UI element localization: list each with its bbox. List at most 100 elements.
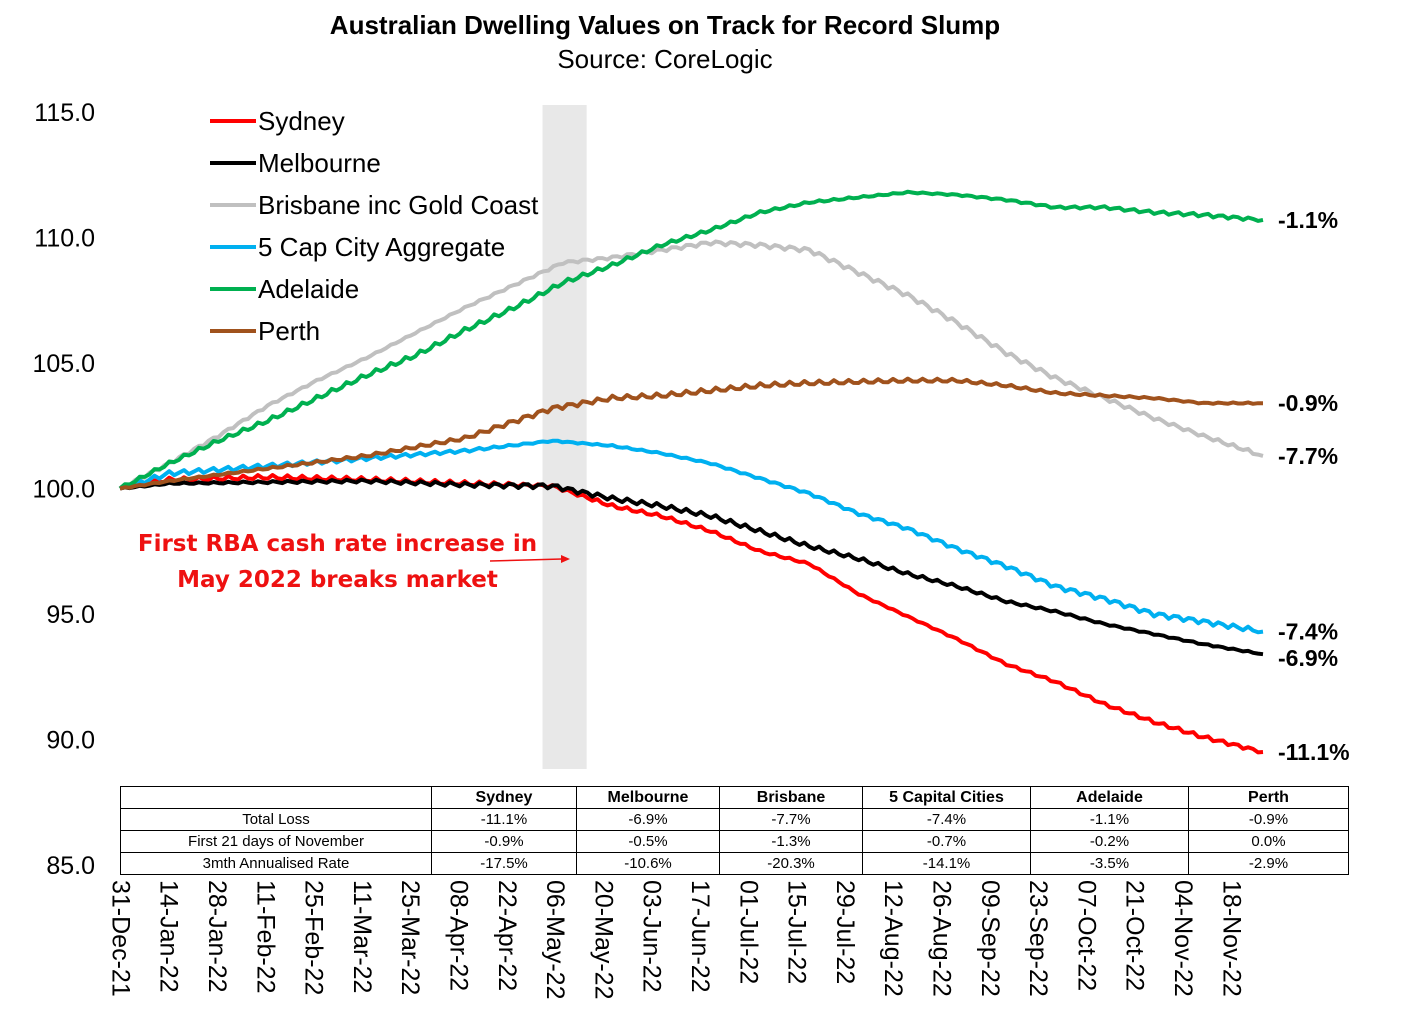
table-header-cell: Perth [1188, 786, 1349, 809]
y-axis: 115.0 110.0 105.0 100.0 95.0 90.0 85.0 [32, 99, 95, 880]
table-cell: -17.5% [431, 852, 577, 875]
table-cell: 0.0% [1188, 830, 1349, 853]
legend: Sydney Melbourne Brisbane inc Gold Coast 5 … [210, 100, 538, 352]
x-tick-label: 26-Aug-22 [927, 880, 955, 997]
series-line-melbourne [119, 477, 1264, 657]
annotation-line-1: First RBA cash rate increase in [137, 531, 538, 557]
series-line-brisbane-inc-gold-coast [118, 239, 1264, 491]
table-cell: -0.9% [431, 830, 577, 853]
legend-swatch [210, 119, 256, 123]
x-tick-label: 31-Dec-21 [106, 880, 134, 997]
x-tick-label: 20-May-22 [589, 880, 617, 1000]
x-tick-label: 29-Jul-22 [831, 880, 859, 984]
table-row: First 21 days of November -0.9% -0.5% -1… [120, 830, 1349, 853]
table-cell: -2.9% [1188, 852, 1349, 875]
table-cell: -1.3% [719, 830, 863, 853]
series-line-sydney [119, 473, 1264, 755]
table-cell: -0.9% [1188, 808, 1349, 831]
x-tick-label: 07-Oct-22 [1072, 880, 1100, 991]
table-cell: -20.3% [719, 852, 863, 875]
legend-item: Perth [210, 310, 538, 352]
annotation-arrow [489, 555, 570, 563]
legend-swatch [210, 245, 256, 249]
y-tick-label: 85.0 [46, 852, 95, 880]
table-cell: -6.9% [576, 808, 720, 831]
x-tick-label: 06-May-22 [541, 880, 569, 1000]
table-cell: -0.5% [576, 830, 720, 853]
table-cell: -14.1% [862, 852, 1031, 875]
x-tick-label: 01-Jul-22 [734, 880, 762, 984]
shaded-period [542, 105, 587, 769]
x-tick-label: 04-Nov-22 [1169, 880, 1197, 997]
chart-title: Australian Dwelling Values on Track for … [329, 10, 1001, 40]
legend-item: Melbourne [210, 142, 538, 184]
x-axis: 31-Dec-21 14-Jan-22 28-Jan-22 11-Feb-22 25-F… [106, 880, 1245, 1000]
legend-label: Adelaide [258, 273, 360, 304]
y-tick-label: 90.0 [46, 727, 95, 755]
legend-swatch [210, 329, 256, 333]
end-labels: -11.1% -6.9% -7.7% -7.4% -1.1% -0.9% [1278, 207, 1350, 765]
legend-item: Sydney [210, 100, 538, 142]
table-row: 3mth Annualised Rate -17.5% -10.6% -20.3… [120, 852, 1349, 875]
x-tick-label: 18-Nov-22 [1217, 880, 1245, 997]
y-tick-label: 105.0 [32, 350, 95, 378]
legend-item: Adelaide [210, 268, 538, 310]
x-tick-label: 25-Mar-22 [396, 880, 424, 995]
x-tick-label: 23-Sep-22 [1024, 880, 1052, 997]
legend-swatch [210, 203, 256, 207]
x-tick-label: 21-Oct-22 [1121, 880, 1149, 991]
x-tick-label: 11-Mar-22 [348, 880, 376, 993]
series-layer [118, 189, 1264, 755]
series-line-adelaide [118, 189, 1264, 491]
x-tick-label: 11-Feb-22 [251, 880, 279, 994]
legend-label: Sydney [258, 105, 345, 136]
table-cell: -0.2% [1030, 830, 1189, 853]
table-cell: 3mth Annualised Rate [120, 852, 432, 875]
y-tick-label: 115.0 [34, 99, 95, 127]
table-header-cell: Melbourne [576, 786, 720, 809]
x-tick-label: 15-Jul-22 [783, 880, 811, 984]
y-tick-label: 100.0 [32, 476, 95, 504]
series-end-label: -6.9% [1278, 645, 1338, 671]
table-header-row: Sydney Melbourne Brisbane 5 Capital Citi… [120, 786, 1349, 809]
series-end-label: -7.4% [1278, 619, 1338, 645]
table-cell: -3.5% [1030, 852, 1189, 875]
series-end-label: -11.1% [1278, 739, 1350, 765]
y-tick-label: 95.0 [46, 601, 95, 629]
table-header-cell: Adelaide [1030, 786, 1189, 809]
series-end-label: -7.7% [1278, 443, 1338, 469]
series-end-label: -0.9% [1278, 390, 1338, 416]
x-tick-label: 25-Feb-22 [300, 880, 328, 995]
table-header-cell: Sydney [431, 786, 577, 809]
table-header-cell: 5 Capital Cities [862, 786, 1031, 809]
legend-swatch [210, 287, 256, 291]
table-cell: First 21 days of November [120, 830, 432, 853]
x-tick-label: 12-Aug-22 [879, 880, 907, 997]
table-header-cell: Brisbane [719, 786, 863, 809]
x-tick-label: 03-Jun-22 [638, 880, 666, 993]
x-tick-label: 09-Sep-22 [976, 880, 1004, 997]
legend-label: Perth [258, 315, 321, 346]
series-line-perth [119, 376, 1263, 491]
table-cell: -10.6% [576, 852, 720, 875]
x-tick-label: 28-Jan-22 [203, 880, 231, 993]
table-cell: -11.1% [431, 808, 577, 831]
table-cell: -1.1% [1030, 808, 1189, 831]
legend-label: Brisbane inc Gold Coast [258, 189, 539, 220]
summary-table: Sydney Melbourne Brisbane 5 Capital Citi… [120, 786, 1349, 875]
legend-swatch [210, 161, 256, 165]
table-cell: Total Loss [120, 808, 432, 831]
series-end-label: -1.1% [1278, 207, 1338, 233]
x-tick-label: 22-Apr-22 [493, 880, 521, 991]
x-tick-label: 08-Apr-22 [444, 880, 472, 991]
table-cell: -7.7% [719, 808, 863, 831]
table-cell: -0.7% [862, 830, 1031, 853]
table-cell: -7.4% [862, 808, 1031, 831]
chart-subtitle: Source: CoreLogic [557, 44, 773, 74]
table-row: Total Loss -11.1% -6.9% -7.7% -7.4% -1.1… [120, 808, 1349, 831]
y-tick-label: 110.0 [34, 225, 95, 253]
legend-item: Brisbane inc Gold Coast [210, 184, 538, 226]
legend-item: 5 Cap City Aggregate [210, 226, 538, 268]
annotation-text: First RBA cash rate increase in May 2022… [130, 526, 545, 598]
